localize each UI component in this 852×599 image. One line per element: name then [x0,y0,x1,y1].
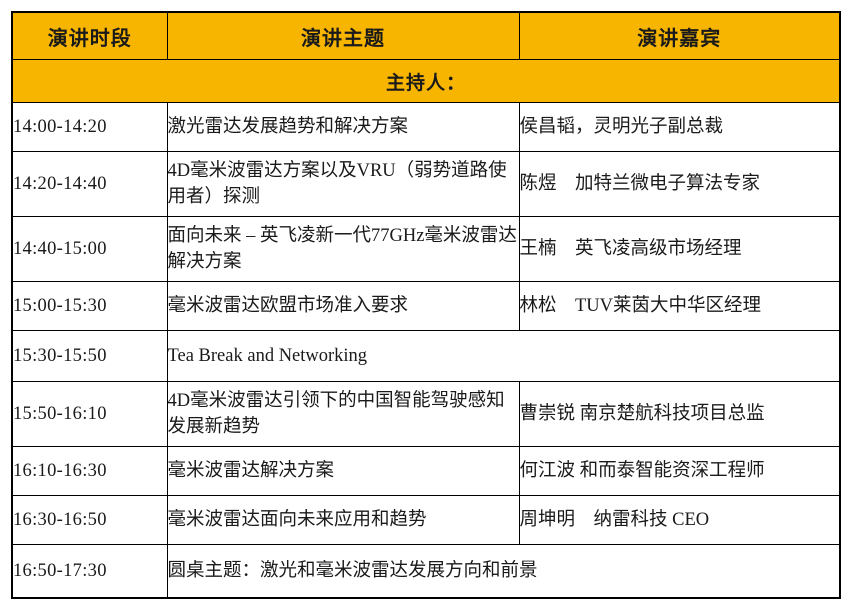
session-guest: 林松 TUV莱茵大中华区经理 [518,281,841,331]
session-topic: 面向未来 – 英飞凌新一代77GHz毫米波雷达解决方案 [166,216,520,282]
session-time: 15:00-15:30 [11,281,168,331]
table-header: 演讲时段 演讲主题 演讲嘉宾 主持人： [11,11,841,103]
column-header-time: 演讲时段 [11,11,168,60]
table-row: 15:00-15:30 毫米波雷达欧盟市场准入要求 林松 TUV莱茵大中华区经理 [11,281,841,331]
header-row: 演讲时段 演讲主题 演讲嘉宾 [11,11,841,60]
session-guest: 何江波 和而泰智能资深工程师 [518,446,841,496]
session-time: 16:50-17:30 [11,544,168,599]
session-time: 16:30-16:50 [11,495,168,545]
host-banner-row: 主持人： [11,59,841,103]
table-row: 14:40-15:00 面向未来 – 英飞凌新一代77GHz毫米波雷达解决方案 … [11,216,841,282]
agenda-table-container: 演讲时段 演讲主题 演讲嘉宾 主持人： 14:00-14:20 激光雷达发展趋势… [11,11,841,599]
session-topic: 毫米波雷达解决方案 [166,446,520,496]
table-row: 15:50-16:10 4D毫米波雷达引领下的中国智能驾驶感知发展新趋势 曹崇锐… [11,381,841,447]
session-topic: 4D毫米波雷达引领下的中国智能驾驶感知发展新趋势 [166,381,520,447]
host-banner-label: 主持人： [11,59,841,103]
table-row: 16:50-17:30 圆桌主题：激光和毫米波雷达发展方向和前景 [11,544,841,599]
session-topic: 激光雷达发展趋势和解决方案 [166,102,520,152]
session-time: 14:00-14:20 [11,102,168,152]
session-topic: 4D毫米波雷达方案以及VRU（弱势道路使用者）探测 [166,151,520,217]
session-time: 15:50-16:10 [11,381,168,447]
session-guest: 曹崇锐 南京楚航科技项目总监 [518,381,841,447]
session-time: 14:40-15:00 [11,216,168,282]
session-topic: 毫米波雷达面向未来应用和趋势 [166,495,520,545]
table-body: 14:00-14:20 激光雷达发展趋势和解决方案 侯昌韬，灵明光子副总裁 14… [11,102,841,599]
table-row: 14:00-14:20 激光雷达发展趋势和解决方案 侯昌韬，灵明光子副总裁 [11,102,841,152]
conference-agenda-table: 演讲时段 演讲主题 演讲嘉宾 主持人： 14:00-14:20 激光雷达发展趋势… [11,11,841,599]
session-topic: Tea Break and Networking [166,330,841,382]
session-guest: 侯昌韬，灵明光子副总裁 [518,102,841,152]
session-time: 15:30-15:50 [11,330,168,382]
table-row: 14:20-14:40 4D毫米波雷达方案以及VRU（弱势道路使用者）探测 陈煜… [11,151,841,217]
session-time: 14:20-14:40 [11,151,168,217]
session-guest: 陈煜 加特兰微电子算法专家 [518,151,841,217]
column-header-guest: 演讲嘉宾 [518,11,841,60]
table-row: 15:30-15:50 Tea Break and Networking [11,330,841,382]
session-topic: 毫米波雷达欧盟市场准入要求 [166,281,520,331]
column-header-topic: 演讲主题 [166,11,520,60]
session-time: 16:10-16:30 [11,446,168,496]
table-row: 16:10-16:30 毫米波雷达解决方案 何江波 和而泰智能资深工程师 [11,446,841,496]
table-row: 16:30-16:50 毫米波雷达面向未来应用和趋势 周坤明 纳雷科技 CEO [11,495,841,545]
session-guest: 王楠 英飞凌高级市场经理 [518,216,841,282]
session-guest: 周坤明 纳雷科技 CEO [518,495,841,545]
session-topic: 圆桌主题：激光和毫米波雷达发展方向和前景 [166,544,841,599]
